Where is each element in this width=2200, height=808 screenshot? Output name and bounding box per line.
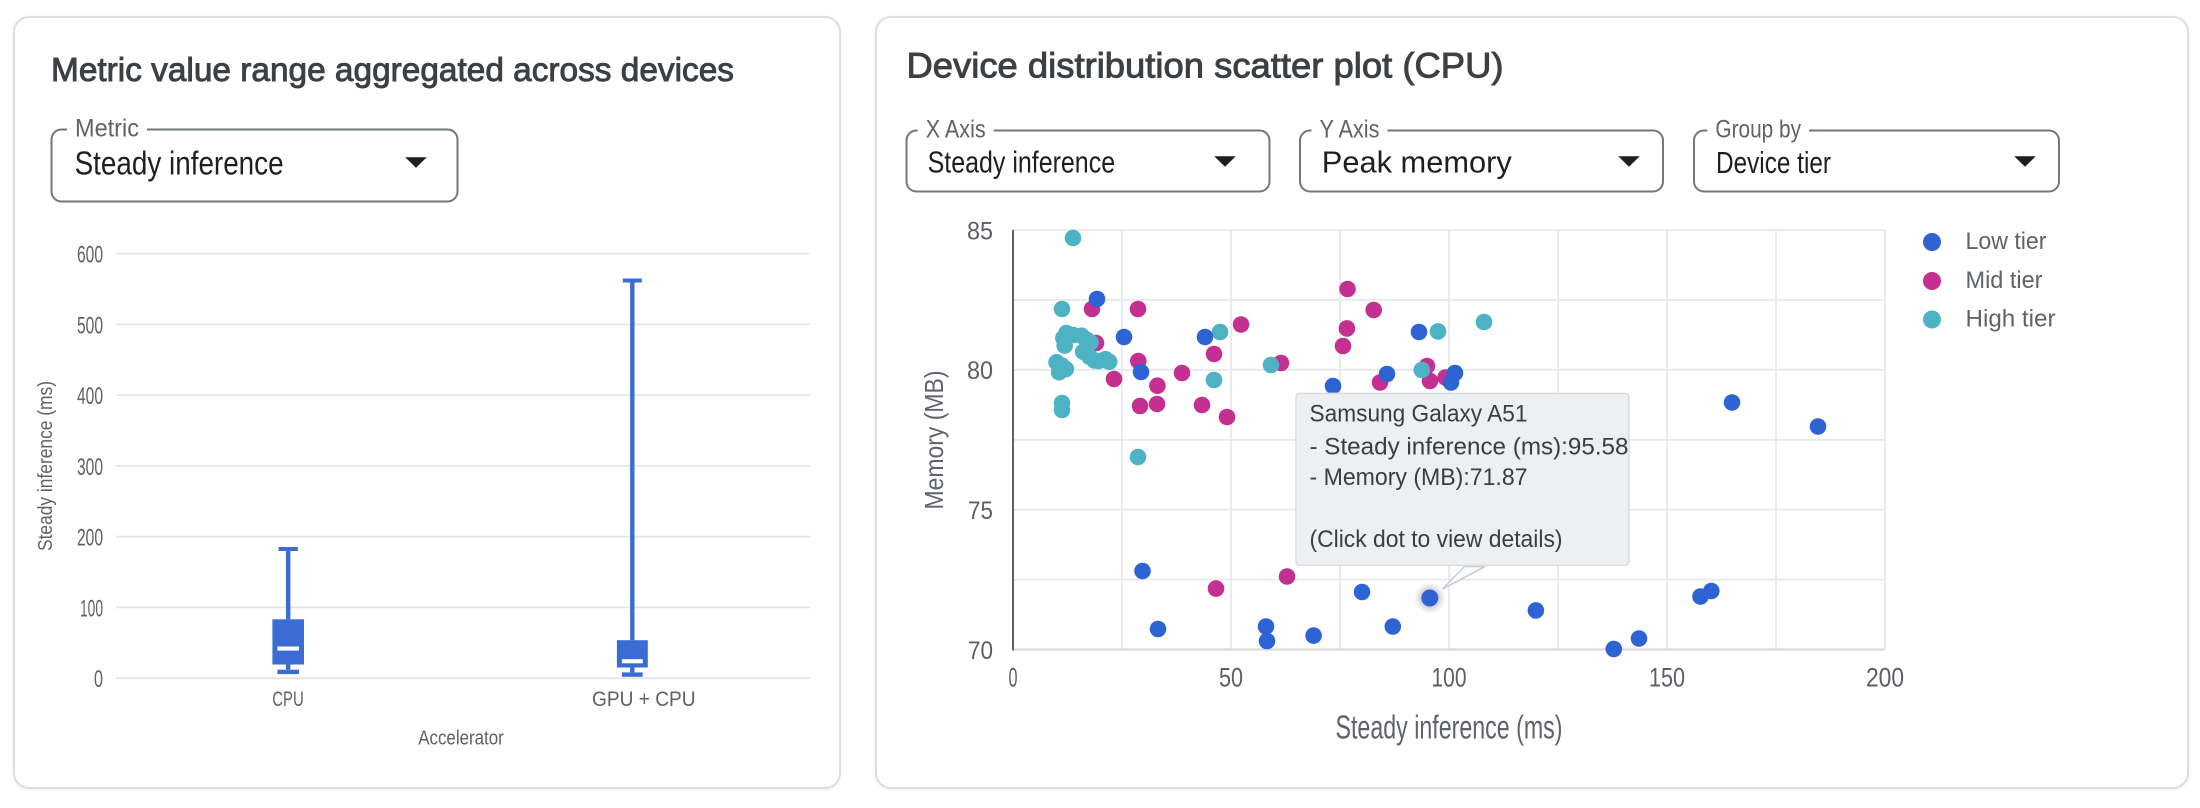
svg-text:70: 70 bbox=[968, 637, 993, 665]
svg-text:Device distribution scatter pl: Device distribution scatter plot (CPU) bbox=[907, 47, 1504, 86]
svg-text:0: 0 bbox=[94, 666, 103, 693]
svg-text:High tier: High tier bbox=[1966, 306, 2056, 333]
svg-text:200: 200 bbox=[77, 525, 103, 552]
svg-text:Steady inference (ms): Steady inference (ms) bbox=[1336, 708, 1563, 745]
svg-text:Steady inference: Steady inference bbox=[928, 144, 1116, 179]
svg-text:300: 300 bbox=[77, 454, 103, 481]
svg-text:200: 200 bbox=[1866, 663, 1904, 693]
svg-text:Mid tier: Mid tier bbox=[1966, 267, 2043, 294]
svg-text:X Axis: X Axis bbox=[926, 116, 986, 144]
svg-text:Samsung Galaxy A51: Samsung Galaxy A51 bbox=[1310, 401, 1528, 428]
svg-text:(Click dot to view details): (Click dot to view details) bbox=[1310, 526, 1563, 553]
svg-text:- Memory (MB):71.87: - Memory (MB):71.87 bbox=[1310, 464, 1528, 491]
svg-text:Y Axis: Y Axis bbox=[1320, 116, 1380, 144]
svg-text:Memory (MB): Memory (MB) bbox=[919, 371, 949, 510]
svg-text:85: 85 bbox=[967, 217, 993, 245]
svg-text:100: 100 bbox=[1432, 663, 1467, 693]
svg-text:Peak memory: Peak memory bbox=[1322, 144, 1512, 179]
svg-text:Metric value range aggregated: Metric value range aggregated across dev… bbox=[51, 51, 734, 88]
svg-text:Accelerator: Accelerator bbox=[418, 728, 504, 750]
svg-text:400: 400 bbox=[77, 383, 103, 410]
svg-text:Device tier: Device tier bbox=[1716, 145, 1831, 180]
svg-text:- Steady inference (ms):95.58: - Steady inference (ms):95.58 bbox=[1310, 433, 1629, 460]
svg-text:Group by: Group by bbox=[1715, 116, 1801, 144]
svg-text:GPU + CPU: GPU + CPU bbox=[592, 688, 696, 711]
svg-text:Low tier: Low tier bbox=[1966, 228, 2047, 255]
svg-text:80: 80 bbox=[967, 357, 993, 385]
svg-text:100: 100 bbox=[80, 595, 103, 622]
svg-text:0: 0 bbox=[1009, 663, 1018, 693]
svg-text:50: 50 bbox=[1219, 663, 1243, 693]
svg-text:Metric: Metric bbox=[75, 114, 139, 142]
svg-text:CPU: CPU bbox=[272, 688, 304, 711]
svg-text:500: 500 bbox=[77, 312, 103, 339]
svg-text:Steady inference: Steady inference bbox=[75, 144, 284, 181]
svg-text:75: 75 bbox=[968, 497, 993, 525]
svg-text:Steady inference (ms): Steady inference (ms) bbox=[35, 381, 57, 551]
svg-text:150: 150 bbox=[1649, 663, 1685, 693]
svg-text:600: 600 bbox=[77, 242, 103, 269]
